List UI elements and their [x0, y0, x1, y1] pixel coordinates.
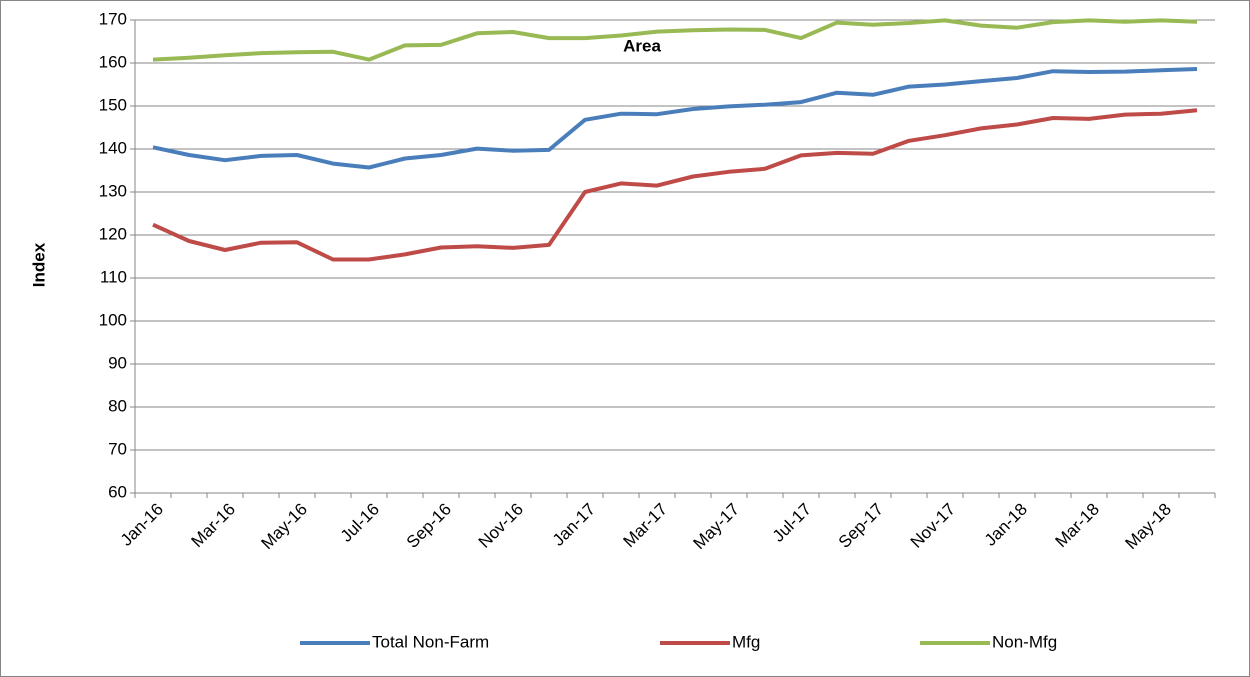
y-axis-label: Index	[29, 242, 48, 287]
series-line	[152, 18, 1198, 62]
series-line	[152, 108, 1198, 262]
y-tick-label: 90	[108, 353, 127, 372]
y-tick-label: 140	[99, 138, 127, 157]
legend-label: Mfg	[732, 632, 760, 651]
y-tick-label: 120	[99, 224, 127, 243]
y-tick-label: 160	[99, 52, 127, 71]
y-tick-label: 70	[108, 439, 127, 458]
series-line	[152, 67, 1198, 170]
y-tick-label: 170	[99, 9, 127, 28]
y-tick-label: 130	[99, 181, 127, 200]
chart-title: Area	[623, 36, 661, 55]
y-tick-label: 150	[99, 95, 127, 114]
legend-label: Non-Mfg	[992, 632, 1057, 651]
y-tick-label: 110	[100, 267, 127, 286]
y-tick-label: 100	[99, 310, 127, 329]
y-tick-label: 60	[108, 482, 127, 501]
legend-label: Total Non-Farm	[372, 632, 489, 651]
y-tick-label: 80	[108, 396, 127, 415]
